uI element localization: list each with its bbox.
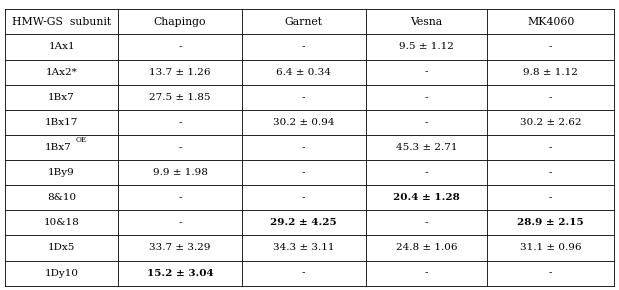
Text: -: - <box>549 143 552 152</box>
Text: -: - <box>302 269 305 278</box>
Text: 9.5 ± 1.12: 9.5 ± 1.12 <box>399 42 454 51</box>
Text: -: - <box>178 42 182 51</box>
Text: -: - <box>425 118 428 127</box>
Text: 24.8 ± 1.06: 24.8 ± 1.06 <box>396 244 457 253</box>
Text: 13.7 ± 1.26: 13.7 ± 1.26 <box>149 68 211 77</box>
Text: MK4060: MK4060 <box>527 17 574 27</box>
Text: -: - <box>178 218 182 227</box>
Text: -: - <box>302 143 305 152</box>
Text: 30.2 ± 0.94: 30.2 ± 0.94 <box>273 118 334 127</box>
Text: OE: OE <box>76 136 87 144</box>
Text: 6.4 ± 0.34: 6.4 ± 0.34 <box>276 68 331 77</box>
Text: -: - <box>549 193 552 202</box>
Text: 20.4 ± 1.28: 20.4 ± 1.28 <box>393 193 460 202</box>
Text: 1Bx7: 1Bx7 <box>45 143 72 152</box>
Text: -: - <box>178 193 182 202</box>
Text: 1By9: 1By9 <box>48 168 75 177</box>
Text: -: - <box>178 118 182 127</box>
Text: -: - <box>302 168 305 177</box>
Text: -: - <box>425 93 428 102</box>
Text: -: - <box>549 168 552 177</box>
Text: -: - <box>549 93 552 102</box>
Text: 15.2 ± 3.04: 15.2 ± 3.04 <box>147 269 214 278</box>
Text: 33.7 ± 3.29: 33.7 ± 3.29 <box>149 244 211 253</box>
Text: -: - <box>302 42 305 51</box>
Text: 8&10: 8&10 <box>47 193 76 202</box>
Text: -: - <box>425 68 428 77</box>
Text: 1Dy10: 1Dy10 <box>45 269 79 278</box>
Text: 28.9 ± 2.15: 28.9 ± 2.15 <box>517 218 584 227</box>
Text: 30.2 ± 2.62: 30.2 ± 2.62 <box>520 118 581 127</box>
Text: -: - <box>549 42 552 51</box>
Text: 9.8 ± 1.12: 9.8 ± 1.12 <box>523 68 578 77</box>
Text: 45.3 ± 2.71: 45.3 ± 2.71 <box>396 143 457 152</box>
Text: Chapingo: Chapingo <box>154 17 206 27</box>
Text: Garnet: Garnet <box>285 17 322 27</box>
Text: -: - <box>302 93 305 102</box>
Text: 1Ax2*: 1Ax2* <box>46 68 77 77</box>
Text: 1Ax1: 1Ax1 <box>48 42 75 51</box>
Text: Vesna: Vesna <box>410 17 443 27</box>
Text: 27.5 ± 1.85: 27.5 ± 1.85 <box>149 93 211 102</box>
Text: 10&18: 10&18 <box>44 218 79 227</box>
Text: 9.9 ± 1.98: 9.9 ± 1.98 <box>153 168 207 177</box>
Text: HMW-GS  subunit: HMW-GS subunit <box>12 17 111 27</box>
Text: 29.2 ± 4.25: 29.2 ± 4.25 <box>271 218 337 227</box>
Text: 1Bx7: 1Bx7 <box>48 93 75 102</box>
Text: -: - <box>425 218 428 227</box>
Text: 34.3 ± 3.11: 34.3 ± 3.11 <box>273 244 334 253</box>
Text: -: - <box>425 168 428 177</box>
Text: -: - <box>425 269 428 278</box>
Text: 31.1 ± 0.96: 31.1 ± 0.96 <box>520 244 581 253</box>
Text: -: - <box>549 269 552 278</box>
Text: 1Bx17: 1Bx17 <box>45 118 78 127</box>
Text: -: - <box>178 143 182 152</box>
Text: -: - <box>302 193 305 202</box>
Text: 1Dx5: 1Dx5 <box>48 244 76 253</box>
